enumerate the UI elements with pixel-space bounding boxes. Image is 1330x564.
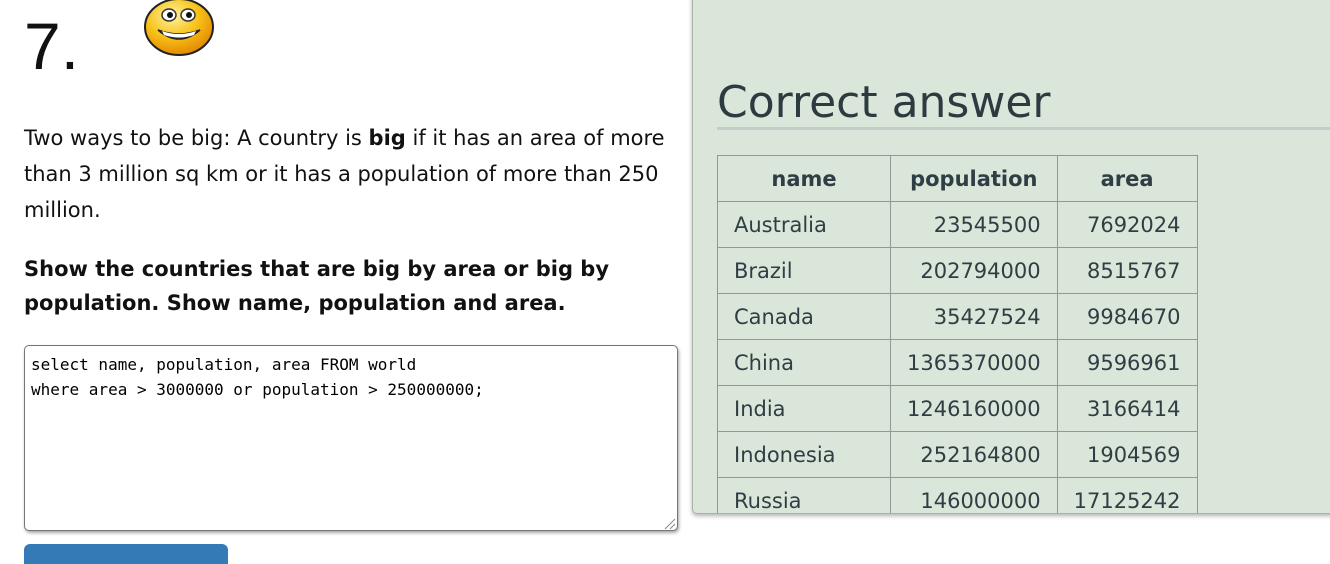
table-row: Canada 35427524 9984670 [717,293,1198,340]
cell-name: India [717,385,891,432]
submit-sql-button[interactable] [24,544,228,564]
cell-area: 3166414 [1056,385,1198,432]
heading-divider [717,127,1330,130]
cell-name: Brazil [717,247,891,294]
cell-area: 1904569 [1056,431,1198,478]
table-row: Russia 146000000 17125242 [717,477,1198,513]
sql-editor[interactable]: select name, population, area FROM world… [24,345,678,531]
cell-population: 252164800 [890,431,1058,478]
table-row: Brazil 202794000 8515767 [717,247,1198,294]
correct-answer-heading: Correct answer [717,77,1051,128]
cell-name: China [717,339,891,386]
cell-area: 9984670 [1056,293,1198,340]
cell-area: 9596961 [1056,339,1198,386]
task-instruction: Show the countries that are big by area … [24,257,610,315]
cell-area: 7692024 [1056,201,1198,248]
table-row: Indonesia 252164800 1904569 [717,431,1198,478]
cell-name: Canada [717,293,891,340]
cell-name: Russia [717,477,891,513]
question-description: Two ways to be big: A country is big if … [24,126,665,222]
results-table: name population area Australia 23545500 … [717,155,1198,513]
column-header-area: area [1056,155,1198,202]
table-header-row: name population area [717,155,1198,202]
cell-population: 1246160000 [890,385,1058,432]
column-header-population: population [890,155,1058,202]
cell-population: 35427524 [890,293,1058,340]
cell-area: 17125242 [1056,477,1198,513]
happy-smiley-icon [144,0,214,56]
question-number: 7. [24,9,80,83]
cell-name: Indonesia [717,431,891,478]
column-header-name: name [717,155,891,202]
cell-name: Australia [717,201,891,248]
table-row: India 1246160000 3166414 [717,385,1198,432]
cell-population: 1365370000 [890,339,1058,386]
resize-handle-icon[interactable] [662,516,676,530]
cell-population: 146000000 [890,477,1058,513]
table-row: Australia 23545500 7692024 [717,201,1198,248]
cell-population: 23545500 [890,201,1058,248]
cell-area: 8515767 [1056,247,1198,294]
cell-population: 202794000 [890,247,1058,294]
keyword-big: big [368,126,406,150]
correct-answer-panel: Correct answer name population area Aust… [692,0,1330,514]
table-row: China 1365370000 9596961 [717,339,1198,386]
